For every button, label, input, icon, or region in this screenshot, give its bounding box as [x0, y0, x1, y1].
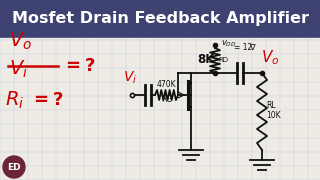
Text: RG: RG [161, 95, 172, 104]
Text: = 12: = 12 [234, 42, 252, 51]
Text: $\mathbf{\mathit{V_i}}$: $\mathbf{\mathit{V_i}}$ [123, 70, 137, 86]
Text: RL: RL [266, 101, 276, 110]
Text: $\mathbf{\mathit{V_o}}$: $\mathbf{\mathit{V_o}}$ [261, 48, 279, 67]
Text: ED: ED [7, 163, 21, 172]
Bar [0, 38, 320, 180]
Text: $\mathbf{\mathit{V_o}}$: $\mathbf{\mathit{V_o}}$ [9, 31, 32, 52]
Text: Mosfet Drain Feedback Amplifier: Mosfet Drain Feedback Amplifier [12, 12, 308, 26]
Text: RD: RD [218, 57, 228, 62]
Text: $\mathbf{= ?}$: $\mathbf{= ?}$ [30, 91, 63, 109]
Text: $\mathbf{\mathit{V_i}}$: $\mathbf{\mathit{V_i}}$ [9, 59, 28, 80]
Text: $\mathbf{= ?}$: $\mathbf{= ?}$ [62, 57, 95, 75]
Circle shape [3, 156, 25, 178]
Text: $v_{DD}$: $v_{DD}$ [221, 39, 237, 49]
Text: $\mathbf{\mathit{R_i}}$: $\mathbf{\mathit{R_i}}$ [5, 89, 24, 111]
Text: 8K: 8K [197, 53, 214, 66]
Text: 10K: 10K [266, 111, 281, 120]
Bar [0, 0, 320, 38]
Text: 470K: 470K [157, 80, 176, 89]
Text: $\nabla$: $\nabla$ [249, 42, 257, 51]
